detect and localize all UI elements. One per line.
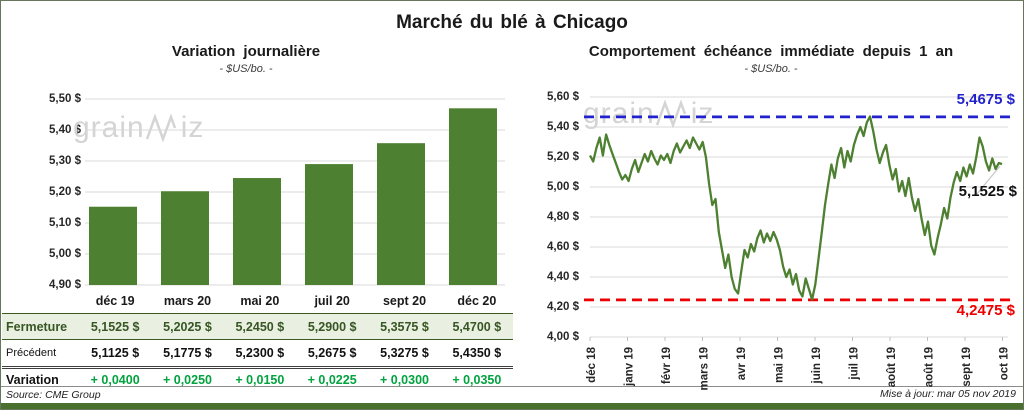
watermark-text: iz [690, 97, 715, 130]
table-cell: déc 20 [457, 293, 497, 308]
bar-chart [85, 98, 505, 286]
y-tick-label: 5,20 $ [49, 186, 81, 198]
table-cell: déc 19 [95, 293, 135, 308]
table-cell: mars 20 [163, 293, 212, 308]
watermark-zigzag-icon [655, 100, 686, 128]
y-tick-label: 4,40 $ [547, 271, 579, 283]
table-cell: + 0,0150 [235, 373, 285, 387]
y-tick-label: 5,10 $ [49, 217, 81, 229]
table-cell: 5,2025 $ [163, 319, 212, 334]
y-tick-label: 4,90 $ [49, 279, 81, 291]
table-header-row: déc 19 mars 20 mai 20 juil 20 sept 20 déc 20 [2, 288, 513, 313]
y-tick-label: 5,50 $ [49, 93, 81, 105]
y-tick-label: 4,80 $ [547, 211, 579, 223]
y-tick-label: 5,40 $ [547, 121, 579, 133]
bar-déc 20 [449, 108, 497, 285]
grainwiz-watermark: grain iz [73, 113, 204, 143]
table-cell: 5,1775 $ [163, 346, 212, 360]
source-note: Source: CME Group [6, 389, 101, 401]
table-row-precedent: Précédent 5,1125 $ 5,1775 $ 5,2300 $ 5,2675 … [2, 340, 513, 366]
table-cell: + 0,0250 [162, 373, 212, 387]
watermark-zigzag-icon [145, 114, 176, 142]
table-row-variation: Variation + 0,0400 + 0,0250 + 0,0150 + 0,022… [2, 366, 513, 391]
table-cell: 5,1525 $ [90, 319, 140, 334]
table-cell: 5,2900 $ [307, 319, 357, 334]
bar-mai 20 [233, 178, 281, 285]
table-cell: + 0,0400 [90, 373, 140, 387]
bar-chart-subtitle: - $US/bo. - [219, 62, 273, 75]
table-cell: 5,4700 $ [452, 319, 502, 334]
y-tick-label: 4,60 $ [547, 241, 579, 253]
table-cell: 5,2300 $ [235, 346, 285, 360]
y-tick-label: 4,00 $ [547, 331, 579, 343]
table-cell: 5,2675 $ [307, 346, 357, 360]
table-cell: juil 20 [314, 293, 350, 308]
row-label: Fermeture [6, 319, 68, 334]
footer-divider [1, 386, 1023, 387]
bottom-green-bar [1, 403, 1023, 409]
table-cell: + 0,0350 [452, 373, 502, 387]
line-chart-header: Comportement échéance immédiate depuis 1… [561, 43, 981, 75]
watermark-text: grain [73, 111, 145, 144]
table-cell: mai 20 [240, 293, 280, 308]
table-row-fermeture: Fermeture 5,1525 $ 5,2025 $ 5,2450 $ 5,2900 … [2, 313, 513, 340]
quotes-table: déc 19 mars 20 mai 20 juil 20 sept 20 déc 20 … [2, 288, 513, 391]
y-tick-label: 5,00 $ [547, 181, 579, 193]
page-title: Marché du blé à Chicago [396, 12, 628, 33]
table-cell: 5,1125 $ [91, 346, 140, 360]
line-chart-y-axis: 5,60 $ 5,40 $ 5,20 $ 5,00 $ 4,80 $ 4,60 $ 4,40… [525, 1, 579, 361]
x-tick-label: mai 19 [774, 347, 786, 383]
bar-chart-y-axis: 5,50 $ 5,40 $ 5,30 $ 5,20 $ 5,10 $ 5,00 $ 4,90… [3, 1, 81, 301]
grainwiz-watermark: grain iz [583, 99, 714, 129]
y-tick-label: 5,00 $ [49, 248, 81, 260]
bar-mars 20 [161, 191, 209, 285]
bar-juil 20 [305, 164, 353, 285]
x-tick-label: mars 19 [699, 347, 711, 390]
x-tick-label: oct 19 [999, 347, 1011, 380]
x-tick-label: janv 19 [624, 347, 636, 387]
bar-sept 20 [377, 143, 425, 285]
x-tick-label: juil 19 [849, 347, 861, 381]
low-line-label: 4,2475 $ [956, 302, 1015, 319]
y-tick-label: 5,60 $ [547, 91, 579, 103]
x-tick-label: févr 19 [661, 347, 673, 384]
bar-déc 19 [89, 206, 137, 285]
table-cell: 5,2450 $ [235, 319, 285, 334]
label-leader-line [975, 165, 1001, 196]
row-label: Variation [6, 373, 59, 387]
x-tick-label: avr 19 [736, 347, 748, 380]
high-line-label: 5,4675 $ [956, 91, 1015, 108]
bar-chart-header: Variation journalière - $US/bo. - [61, 43, 431, 75]
y-tick-label: 5,20 $ [547, 151, 579, 163]
table-cell: 5,4350 $ [452, 346, 502, 360]
row-label: Précédent [6, 347, 57, 359]
updated-note: Mise à jour: mar 05 nov 2019 [880, 388, 1016, 400]
watermark-text: grain [583, 97, 655, 130]
y-tick-label: 5,30 $ [49, 155, 81, 167]
table-cell: 5,3275 $ [380, 346, 429, 360]
x-tick-label: août 19 [924, 347, 936, 387]
watermark-text: iz [180, 111, 205, 144]
table-cell: + 0,0225 [307, 373, 357, 387]
bar-chart-title: Variation journalière [171, 43, 321, 60]
line-chart: déc 18 janv 19 févr 19 mars 19 avr 19 mai 19 j… [584, 96, 1011, 390]
y-tick-label: 4,20 $ [547, 301, 579, 313]
last-price-label: 5,1525 $ [958, 183, 1017, 200]
table-cell: 5,3575 $ [380, 319, 429, 334]
x-tick-label: juin 19 [811, 347, 823, 384]
x-tick-label: déc 18 [586, 346, 598, 382]
x-tick-label: août 19 [886, 347, 898, 387]
line-chart-subtitle: - $US/bo. - [744, 62, 798, 75]
table-cell: sept 20 [382, 293, 427, 308]
price-line [588, 115, 1003, 301]
y-tick-label: 5,40 $ [49, 124, 81, 136]
table-cell: + 0,0300 [379, 373, 429, 387]
line-chart-title: Comportement échéance immédiate depuis 1… [588, 43, 954, 60]
x-tick-label: sept 19 [961, 347, 973, 387]
